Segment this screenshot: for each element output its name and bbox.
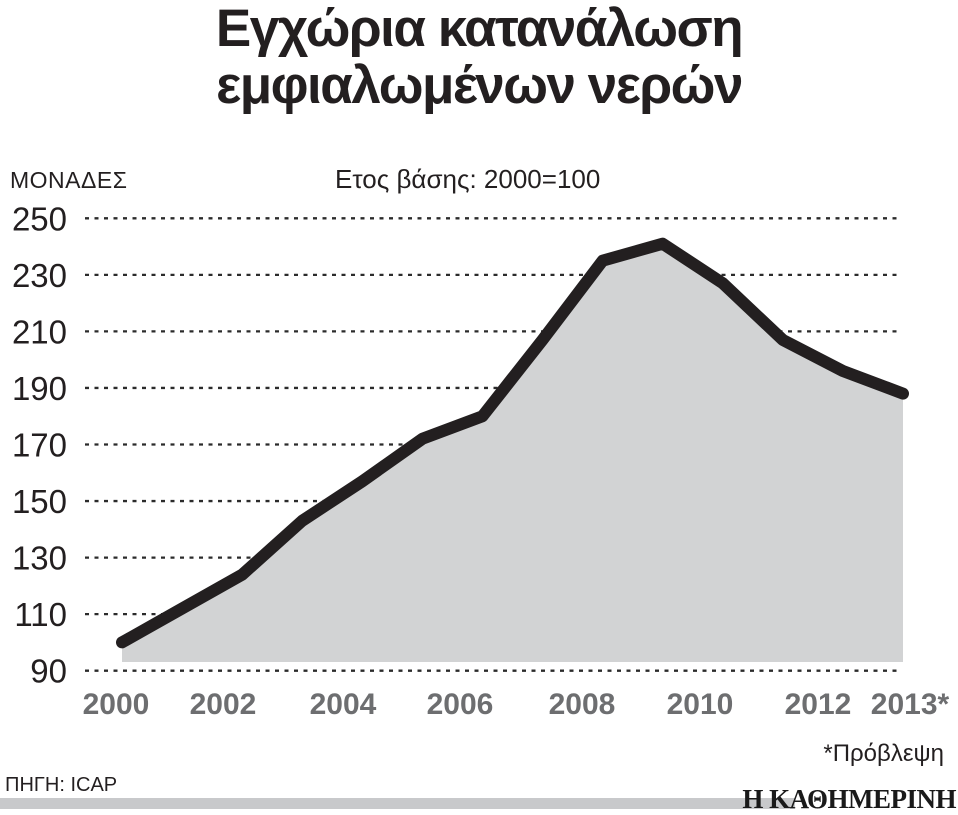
y-tick-label: 170: [12, 427, 67, 464]
chart-title-line2: εμφιαλωμένων νερών: [216, 56, 743, 115]
y-tick-label: 130: [12, 540, 67, 577]
x-tick-label: 2004: [310, 688, 377, 721]
kathimerini-logo: Η ΚΑΘΗΜΕΡΙΝΗ: [742, 784, 956, 814]
x-tick-label: 2013*: [871, 688, 950, 721]
x-tick-label: 2010: [667, 688, 734, 721]
y-tick-label: 90: [30, 653, 67, 690]
y-tick-label: 230: [12, 257, 67, 294]
y-tick-label: 150: [12, 483, 67, 520]
chart-title-line1: Εγχώρια κατανάλωση: [215, 0, 744, 58]
x-tick-label: 2012: [785, 688, 852, 721]
x-tick-label: 2002: [190, 688, 257, 721]
y-tick-label: 250: [12, 200, 67, 237]
y-tick-label: 190: [12, 370, 67, 407]
trend-line: [116, 237, 909, 649]
source-label: ΠΗΓΗ: ICAP: [5, 774, 118, 796]
x-tick-label: 2008: [549, 688, 616, 721]
chart-title: Εγχώρια κατανάλωση εμφιαλωμένων νερών: [0, 0, 958, 114]
y-axis-units-label: ΜΟΝΑΔΕΣ: [10, 167, 128, 193]
x-tick-label: 2006: [427, 688, 494, 721]
forecast-footnote: *Πρόβλεψη: [823, 740, 944, 767]
x-tick-label: 2000: [83, 688, 150, 721]
area-fill: [122, 243, 903, 662]
footer-divider-bar: [0, 798, 795, 809]
y-tick-label: 110: [14, 596, 67, 633]
y-tick-label: 210: [12, 313, 67, 350]
base-year-note: Ετος βάσης: 2000=100: [335, 164, 601, 194]
